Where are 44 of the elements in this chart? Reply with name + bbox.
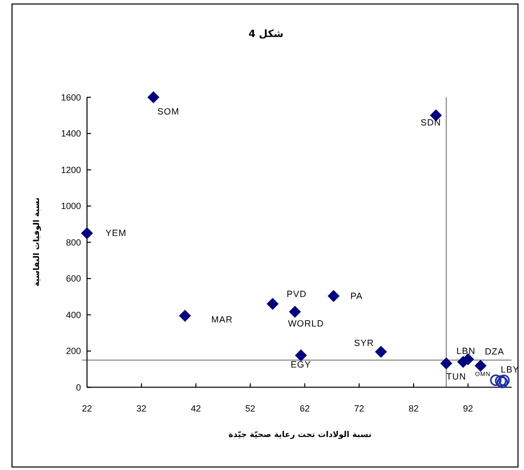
point xyxy=(490,374,502,386)
y-tick-label: 1400 xyxy=(60,128,81,139)
point xyxy=(266,298,279,310)
annotation: LBY xyxy=(500,364,520,374)
annotation: SYR xyxy=(354,338,374,348)
x-tick-label: 22 xyxy=(82,403,92,414)
y-axis-title: نسبة الوفيات النفاسية xyxy=(32,198,41,286)
y-tick-label: 1000 xyxy=(60,201,81,212)
point xyxy=(294,349,307,362)
annotation: WORLD xyxy=(288,318,324,329)
annotation: EGY xyxy=(290,359,312,370)
x-tick-label: 92 xyxy=(463,403,474,414)
point xyxy=(374,346,387,358)
y-tick-label: 200 xyxy=(66,346,81,356)
x-tick-label: 62 xyxy=(300,403,310,414)
point xyxy=(81,227,93,240)
point xyxy=(147,91,160,104)
annotation: MAR xyxy=(211,314,233,325)
y-tick-label: 400 xyxy=(66,310,81,320)
x-tick-label: 52 xyxy=(245,403,256,414)
point xyxy=(288,306,301,318)
y-tick-label: 600 xyxy=(66,274,81,284)
annotation: TUN xyxy=(446,371,466,382)
x-tick-label: 32 xyxy=(136,403,146,414)
x-axis-title: نسبة الولادات تحت رعاية صحيّة جيّدة xyxy=(228,430,372,439)
y-tick-label: 800 xyxy=(66,237,81,248)
annotation: SOM xyxy=(157,106,180,116)
annotation: YEM xyxy=(105,228,127,238)
annotation: PVD xyxy=(286,288,307,299)
annotation: PA xyxy=(350,290,363,301)
point xyxy=(474,360,487,372)
chart-title: شكل 4 xyxy=(248,29,284,40)
point xyxy=(440,357,452,370)
x-tick-label: 72 xyxy=(354,403,364,414)
annotation: LBN xyxy=(456,346,476,356)
y-tick-label: 0 xyxy=(76,382,81,392)
x-tick-label: 82 xyxy=(408,403,419,414)
annotation: DZA xyxy=(484,346,504,357)
y-tick-label: 1200 xyxy=(60,164,81,175)
x-tick-label: 42 xyxy=(190,403,201,414)
y-tick-label: 1600 xyxy=(60,92,81,102)
annotation: SDN xyxy=(420,117,442,128)
point xyxy=(178,310,191,322)
point xyxy=(328,290,340,302)
